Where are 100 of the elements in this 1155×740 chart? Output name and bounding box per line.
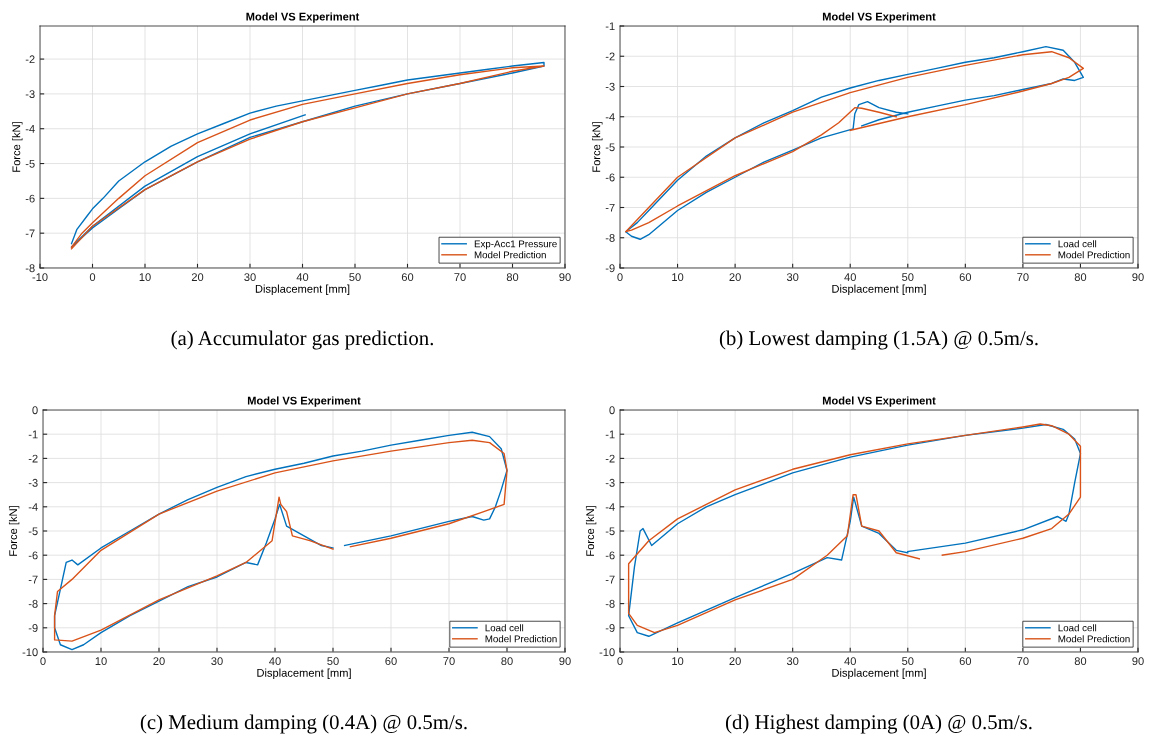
x-tick-label: 20 <box>191 273 204 282</box>
x-axis-title: Displacement [mm] <box>832 668 926 679</box>
y-tick-label: -9 <box>28 624 38 632</box>
x-tick-label: 80 <box>1074 273 1087 282</box>
y-tick-label: -1 <box>28 430 38 439</box>
y-axis-title: Force [kN] <box>592 122 603 172</box>
legend-label: Load cell <box>485 624 524 632</box>
x-tick-label: 50 <box>327 657 339 666</box>
y-tick-label: -1 <box>605 22 615 31</box>
y-axis-title: Force [kN] <box>585 506 597 556</box>
y-axis-title: Force [kN] <box>12 122 23 172</box>
chart-title: Model VS Experiment <box>246 12 360 23</box>
y-tick-label: -7 <box>28 575 38 584</box>
y-tick-label: -5 <box>605 143 615 152</box>
y-tick-label: -8 <box>605 234 615 242</box>
text: (d) Highest damping (0A) @ 0.5m/s. <box>725 714 1032 734</box>
y-tick-label: -10 <box>599 648 615 657</box>
x-tick-label: 60 <box>959 273 972 282</box>
y-tick-label: -4 <box>605 113 615 121</box>
y-tick-label: -7 <box>605 203 615 212</box>
y-tick-label: -2 <box>605 52 615 61</box>
legend-label: Load cell <box>1058 240 1097 248</box>
x-tick-label: 20 <box>153 657 165 666</box>
y-tick-label: -4 <box>25 125 35 133</box>
x-tick-label: 70 <box>1017 273 1029 282</box>
y-tick-label: -3 <box>605 478 615 487</box>
x-tick-label: 40 <box>844 273 856 282</box>
y-tick-label: -10 <box>22 648 38 657</box>
x-tick-label: 90 <box>559 273 571 282</box>
y-tick-label: -3 <box>25 90 35 99</box>
y-tick-label: -4 <box>28 503 38 511</box>
x-tick-label: 20 <box>729 273 741 282</box>
x-tick-label: 0 <box>40 657 46 666</box>
x-tick-label: 80 <box>506 273 519 282</box>
y-tick-label: -8 <box>605 599 615 608</box>
y-tick-label: -6 <box>25 194 35 203</box>
x-tick-label: 40 <box>296 273 309 282</box>
y-tick-label: -1 <box>605 430 615 439</box>
y-tick-label: -6 <box>605 173 615 182</box>
x-tick-label: 0 <box>617 273 623 282</box>
x-tick-label: 90 <box>559 657 571 666</box>
x-tick-label: 40 <box>844 657 856 666</box>
x-axis-title: Displacement [mm] <box>832 284 926 295</box>
x-tick-label: 50 <box>349 273 361 282</box>
x-tick-label: 30 <box>786 657 799 666</box>
x-tick-label: 90 <box>1132 273 1144 282</box>
x-tick-label: 0 <box>89 273 96 282</box>
y-tick-label: -2 <box>28 454 38 463</box>
x-tick-label: 90 <box>1132 657 1144 666</box>
x-tick-label: 10 <box>139 273 151 282</box>
x-tick-label: 20 <box>729 657 741 666</box>
x-tick-label: 60 <box>959 657 972 666</box>
text: (c) Medium damping (0.4A) @ 0.5m/s. <box>140 714 467 734</box>
y-tick-label: -2 <box>605 454 615 463</box>
x-tick-label: 70 <box>1017 657 1029 666</box>
x-tick-label: 50 <box>902 657 914 666</box>
y-tick-label: -9 <box>605 264 615 273</box>
legend-label: Model Prediction <box>485 635 557 643</box>
chart-title: Model VS Experiment <box>822 12 936 23</box>
legend-label: Model Prediction <box>1058 251 1130 259</box>
legend-label: Exp-Acc1 Pressure <box>474 240 557 250</box>
text: (a) Accumulator gas prediction. <box>171 330 434 350</box>
y-tick-label: -3 <box>28 478 38 487</box>
y-tick-label: -8 <box>28 599 38 608</box>
chart-title: Model VS Experiment <box>822 396 936 407</box>
y-tick-label: -7 <box>605 575 615 584</box>
y-tick-label: -6 <box>605 551 615 560</box>
x-axis-title: Displacement [mm] <box>255 284 350 295</box>
x-tick-label: 30 <box>786 273 799 282</box>
x-tick-label: 30 <box>244 273 256 282</box>
x-tick-label: 0 <box>617 657 623 666</box>
y-tick-label: -3 <box>605 82 615 91</box>
y-tick-label: 0 <box>609 406 615 415</box>
y-tick-label: -9 <box>605 624 615 632</box>
legend-label: Model Prediction <box>1058 635 1130 643</box>
x-tick-label: 50 <box>902 273 914 282</box>
x-tick-label: 80 <box>501 657 513 666</box>
x-tick-label: 10 <box>95 657 107 666</box>
x-tick-label: 60 <box>385 657 397 666</box>
text: (b) Lowest damping (1.5A) @ 0.5m/s. <box>719 330 1038 350</box>
x-tick-label: 30 <box>211 657 223 666</box>
chart-title: Model VS Experiment <box>247 396 361 407</box>
x-tick-label: 10 <box>672 657 684 666</box>
x-tick-label: 10 <box>672 273 684 282</box>
x-tick-label: 70 <box>443 657 455 666</box>
x-tick-label: 40 <box>269 657 281 666</box>
y-tick-label: -5 <box>28 527 38 536</box>
y-tick-label: -2 <box>25 55 35 64</box>
y-tick-label: -5 <box>25 159 35 168</box>
legend-label: Load cell <box>1058 624 1097 632</box>
y-tick-label: -7 <box>25 229 35 238</box>
y-tick-label: -8 <box>25 264 35 273</box>
y-tick-label: -6 <box>28 551 38 560</box>
y-tick-label: -5 <box>605 527 615 536</box>
y-tick-label: 0 <box>32 406 38 415</box>
x-tick-label: 60 <box>401 273 414 282</box>
x-tick-label: 70 <box>454 273 466 282</box>
x-tick-label: 80 <box>1074 657 1087 666</box>
y-tick-label: -4 <box>605 503 615 511</box>
x-axis-title: Displacement [mm] <box>257 668 351 679</box>
